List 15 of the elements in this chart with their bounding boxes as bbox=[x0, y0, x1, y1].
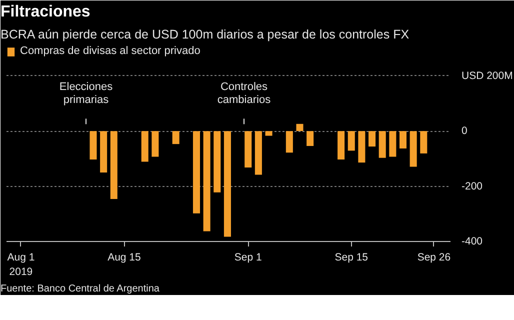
source-note: Fuente: Banco Central de Argentina bbox=[0, 284, 160, 294]
annotation: Controles cambiarios bbox=[217, 81, 272, 106]
annotation: Elecciones primarias bbox=[59, 81, 114, 106]
x-tick-label: Sep 26 bbox=[417, 252, 451, 264]
chart-title: Filtraciones bbox=[0, 4, 90, 20]
y-tick-label: USD 200M bbox=[462, 70, 513, 82]
x-tick-label: Sep 1 bbox=[234, 252, 262, 264]
x-tick-label: Sep 15 bbox=[334, 252, 368, 264]
chart-subtitle: BCRA aún pierde cerca de USD 100m diarios a pesar de los controles FX bbox=[0, 28, 410, 42]
legend-label: Compras de divisas al sector privado bbox=[20, 45, 200, 57]
x-tick-label: Aug 15 bbox=[108, 252, 142, 264]
y-tick-label: -400 bbox=[462, 236, 483, 248]
x-tick-label: Aug 1 2019 bbox=[7, 252, 35, 278]
y-tick-label: 0 bbox=[462, 125, 468, 138]
y-tick-label: -200 bbox=[462, 180, 483, 192]
